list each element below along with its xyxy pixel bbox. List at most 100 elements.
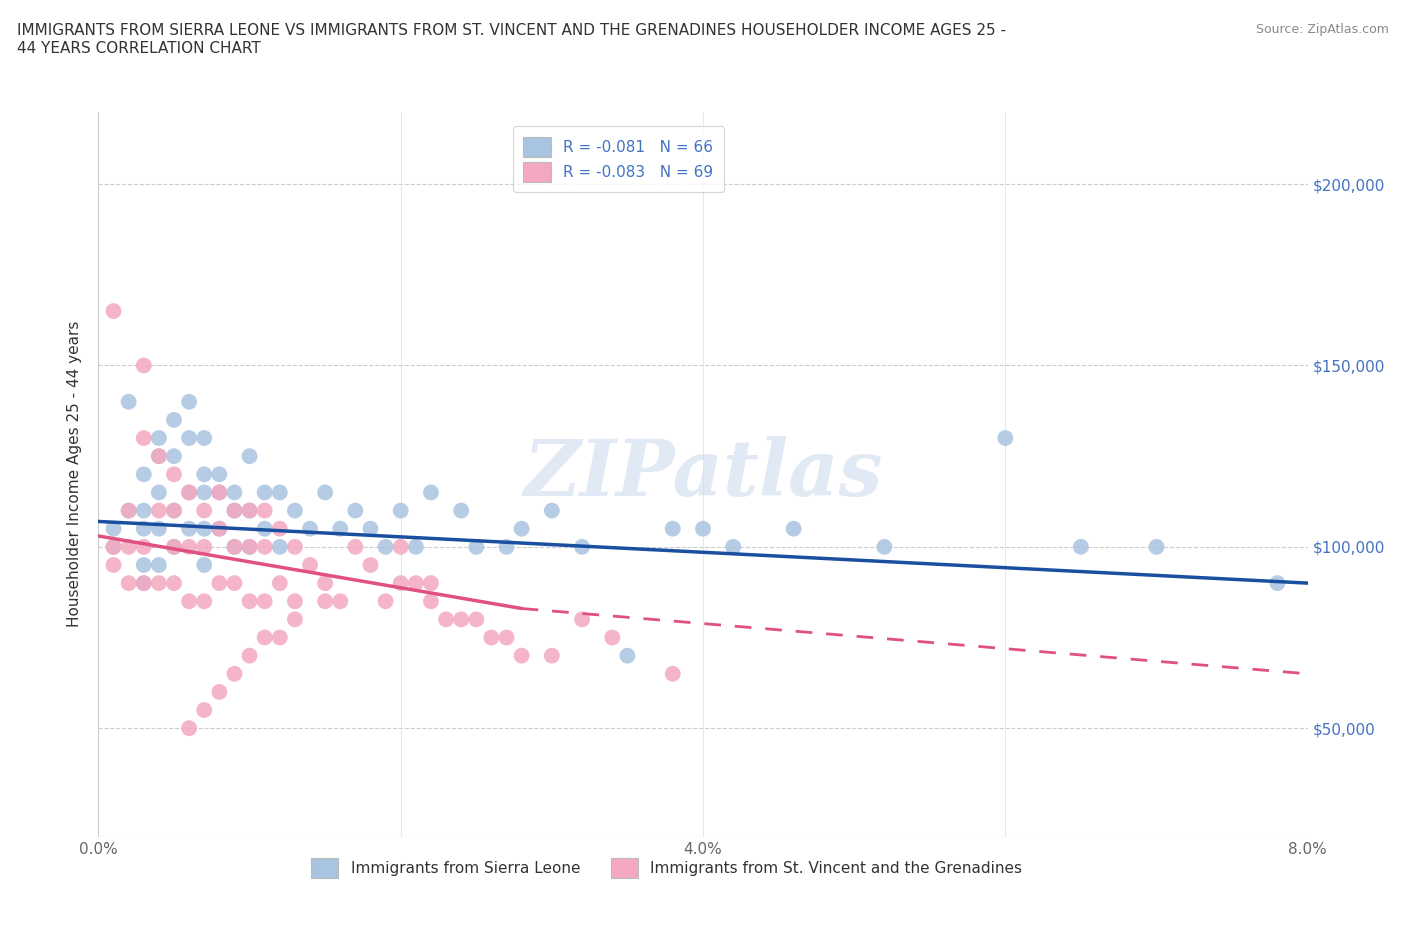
- Point: [193, 594, 215, 609]
- Point: [616, 648, 638, 663]
- Point: [132, 576, 155, 591]
- Point: [163, 413, 186, 428]
- Point: [179, 431, 201, 445]
- Point: [132, 557, 155, 572]
- Point: [224, 503, 246, 518]
- Point: [103, 557, 125, 572]
- Point: [132, 358, 155, 373]
- Point: [661, 666, 683, 681]
- Point: [374, 539, 396, 554]
- Point: [163, 576, 186, 591]
- Text: Source: ZipAtlas.com: Source: ZipAtlas.com: [1256, 23, 1389, 36]
- Point: [132, 467, 155, 482]
- Point: [314, 576, 336, 591]
- Point: [434, 612, 457, 627]
- Point: [224, 666, 246, 681]
- Point: [224, 503, 246, 518]
- Point: [148, 485, 170, 500]
- Point: [132, 503, 155, 518]
- Point: [208, 576, 231, 591]
- Point: [602, 631, 624, 645]
- Legend: Immigrants from Sierra Leone, Immigrants from St. Vincent and the Grenadines: Immigrants from Sierra Leone, Immigrants…: [305, 852, 1029, 883]
- Point: [360, 557, 382, 572]
- Point: [163, 449, 186, 464]
- Point: [329, 594, 352, 609]
- Point: [103, 521, 125, 536]
- Point: [269, 485, 291, 500]
- Point: [420, 485, 443, 500]
- Point: [873, 539, 896, 554]
- Point: [239, 449, 262, 464]
- Point: [118, 539, 141, 554]
- Point: [783, 521, 806, 536]
- Point: [208, 485, 231, 500]
- Point: [118, 503, 141, 518]
- Point: [179, 721, 201, 736]
- Point: [389, 576, 412, 591]
- Point: [148, 521, 170, 536]
- Point: [994, 431, 1017, 445]
- Point: [208, 521, 231, 536]
- Point: [193, 703, 215, 718]
- Point: [208, 684, 231, 699]
- Point: [253, 503, 276, 518]
- Point: [571, 612, 593, 627]
- Point: [329, 521, 352, 536]
- Point: [269, 521, 291, 536]
- Point: [148, 431, 170, 445]
- Point: [163, 503, 186, 518]
- Point: [420, 594, 443, 609]
- Point: [163, 467, 186, 482]
- Point: [1267, 576, 1289, 591]
- Point: [193, 539, 215, 554]
- Point: [148, 449, 170, 464]
- Point: [118, 576, 141, 591]
- Point: [224, 539, 246, 554]
- Point: [163, 539, 186, 554]
- Point: [284, 503, 307, 518]
- Point: [405, 539, 427, 554]
- Point: [179, 485, 201, 500]
- Point: [239, 648, 262, 663]
- Text: IMMIGRANTS FROM SIERRA LEONE VS IMMIGRANTS FROM ST. VINCENT AND THE GRENADINES H: IMMIGRANTS FROM SIERRA LEONE VS IMMIGRAN…: [17, 23, 1005, 56]
- Point: [193, 557, 215, 572]
- Point: [253, 485, 276, 500]
- Point: [132, 431, 155, 445]
- Point: [269, 631, 291, 645]
- Point: [103, 303, 125, 318]
- Point: [495, 631, 517, 645]
- Point: [224, 485, 246, 500]
- Point: [284, 539, 307, 554]
- Point: [344, 539, 367, 554]
- Point: [239, 503, 262, 518]
- Point: [132, 539, 155, 554]
- Point: [103, 539, 125, 554]
- Point: [540, 503, 562, 518]
- Point: [193, 431, 215, 445]
- Point: [148, 576, 170, 591]
- Point: [420, 576, 443, 591]
- Point: [103, 539, 125, 554]
- Point: [571, 539, 593, 554]
- Point: [253, 631, 276, 645]
- Point: [179, 485, 201, 500]
- Point: [495, 539, 517, 554]
- Point: [193, 521, 215, 536]
- Point: [253, 521, 276, 536]
- Point: [284, 612, 307, 627]
- Point: [239, 503, 262, 518]
- Point: [374, 594, 396, 609]
- Point: [208, 467, 231, 482]
- Point: [239, 539, 262, 554]
- Point: [118, 503, 141, 518]
- Point: [1146, 539, 1168, 554]
- Point: [405, 576, 427, 591]
- Point: [193, 467, 215, 482]
- Point: [132, 521, 155, 536]
- Point: [692, 521, 714, 536]
- Point: [284, 594, 307, 609]
- Text: ZIPatlas: ZIPatlas: [523, 436, 883, 512]
- Y-axis label: Householder Income Ages 25 - 44 years: Householder Income Ages 25 - 44 years: [67, 321, 83, 628]
- Point: [179, 539, 201, 554]
- Point: [450, 503, 472, 518]
